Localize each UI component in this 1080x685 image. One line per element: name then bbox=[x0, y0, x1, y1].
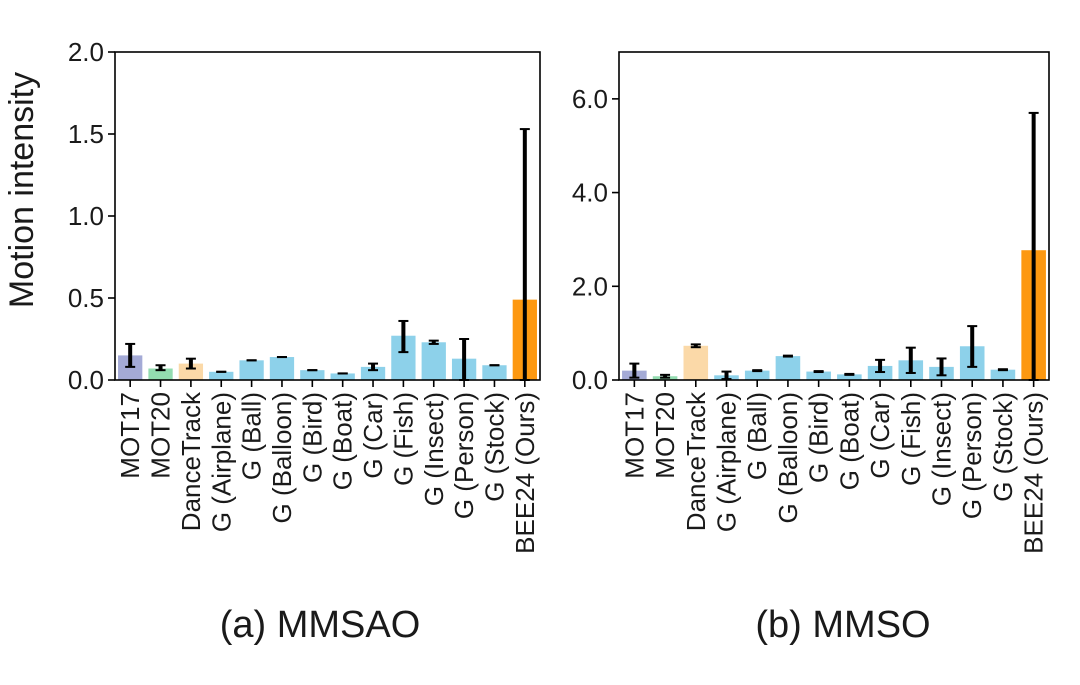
y-tick-label: 0.0 bbox=[68, 365, 104, 395]
x-tick-label: DanceTrack bbox=[681, 391, 711, 531]
x-tick-label: MOT20 bbox=[146, 392, 176, 479]
x-tick-label: G (Person) bbox=[957, 392, 987, 519]
bar-dancetrack bbox=[178, 363, 204, 380]
x-tick-label: G (Insect) bbox=[419, 392, 449, 506]
x-tick-label: DanceTrack bbox=[176, 391, 206, 531]
panel-caption-mmsao: (a) MMSAO bbox=[220, 604, 421, 646]
panel-mmso: 0.0 2.0 4.0 6.0 MOT17 MOT20 DanceTrack G (Airpl… bbox=[572, 51, 1050, 554]
bar-g-boat bbox=[837, 374, 862, 380]
x-tick-label: G (Insect) bbox=[927, 392, 957, 506]
x-tick-label: G (Ball) bbox=[742, 392, 772, 480]
bar-g-ball bbox=[239, 360, 264, 380]
x-tick-label: G (Person) bbox=[449, 392, 479, 519]
y-tick-label: 1.5 bbox=[68, 119, 104, 149]
x-tick-label: G (Fish) bbox=[388, 392, 418, 486]
plot-frame bbox=[618, 51, 1050, 381]
x-tick-label: G (Airplane) bbox=[206, 392, 236, 532]
x-tick-label: G (Balloon) bbox=[773, 392, 803, 524]
x-tick-label: MOT17 bbox=[619, 392, 649, 479]
bar-g-insect bbox=[421, 342, 446, 380]
y-tick-label: 0.5 bbox=[68, 283, 104, 313]
bar-g-balloon bbox=[269, 357, 295, 380]
y-axis-label: Motion intensity bbox=[3, 72, 41, 308]
y-tick-label: 6.0 bbox=[572, 84, 608, 114]
x-tick-label: MOT20 bbox=[650, 392, 680, 479]
bar-dancetrack bbox=[683, 345, 709, 380]
x-tick-label: G (Stock) bbox=[988, 392, 1018, 502]
bar-g-stock bbox=[990, 369, 1016, 380]
x-tick-label: G (Fish) bbox=[896, 392, 926, 486]
x-tick-label: G (Bird) bbox=[804, 392, 834, 483]
x-tick-label: G (Airplane) bbox=[712, 392, 742, 532]
y-tick-label: 2.0 bbox=[68, 37, 104, 67]
x-tick-label: G (Car) bbox=[865, 392, 895, 479]
x-tick-label: G (Stock) bbox=[479, 392, 509, 502]
x-tick-label: BEE24 (Ours) bbox=[510, 392, 540, 554]
bar-g-balloon bbox=[775, 356, 801, 380]
bar-mot20 bbox=[148, 368, 173, 380]
x-tick-label: G (Balloon) bbox=[267, 392, 297, 524]
x-tick-label: MOT17 bbox=[115, 392, 145, 479]
bar-g-stock bbox=[482, 365, 507, 380]
y-tick-label: 1.0 bbox=[68, 201, 104, 231]
bar-g-car bbox=[360, 366, 386, 380]
plot-frame bbox=[114, 51, 541, 381]
bar-g-bird bbox=[806, 371, 831, 380]
x-tick-label: BEE24 (Ours) bbox=[1019, 392, 1049, 554]
x-tick-label: G (Bird) bbox=[297, 392, 327, 483]
y-tick-label: 4.0 bbox=[572, 178, 608, 208]
x-tick-label: G (Boat) bbox=[834, 392, 864, 490]
y-tick-label: 0.0 bbox=[572, 365, 608, 395]
x-tick-label: G (Ball) bbox=[237, 392, 267, 480]
bar-g-boat bbox=[330, 373, 355, 380]
bar-g-bird bbox=[300, 370, 325, 380]
x-tick-label: G (Boat) bbox=[328, 392, 358, 490]
x-tick-label: G (Car) bbox=[358, 392, 388, 479]
bar-g-airplane bbox=[209, 371, 234, 380]
panel-caption-mmso: (b) MMSO bbox=[755, 604, 930, 646]
panel-mmsao: 0.0 0.5 1.0 1.5 2.0 MOT17 MOT20 DanceTrack G (Ai… bbox=[68, 37, 541, 554]
bar-g-ball bbox=[744, 370, 770, 380]
y-tick-label: 2.0 bbox=[572, 271, 608, 301]
